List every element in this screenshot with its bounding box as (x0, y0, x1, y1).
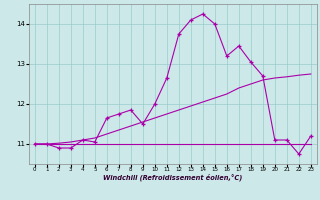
X-axis label: Windchill (Refroidissement éolien,°C): Windchill (Refroidissement éolien,°C) (103, 174, 243, 181)
